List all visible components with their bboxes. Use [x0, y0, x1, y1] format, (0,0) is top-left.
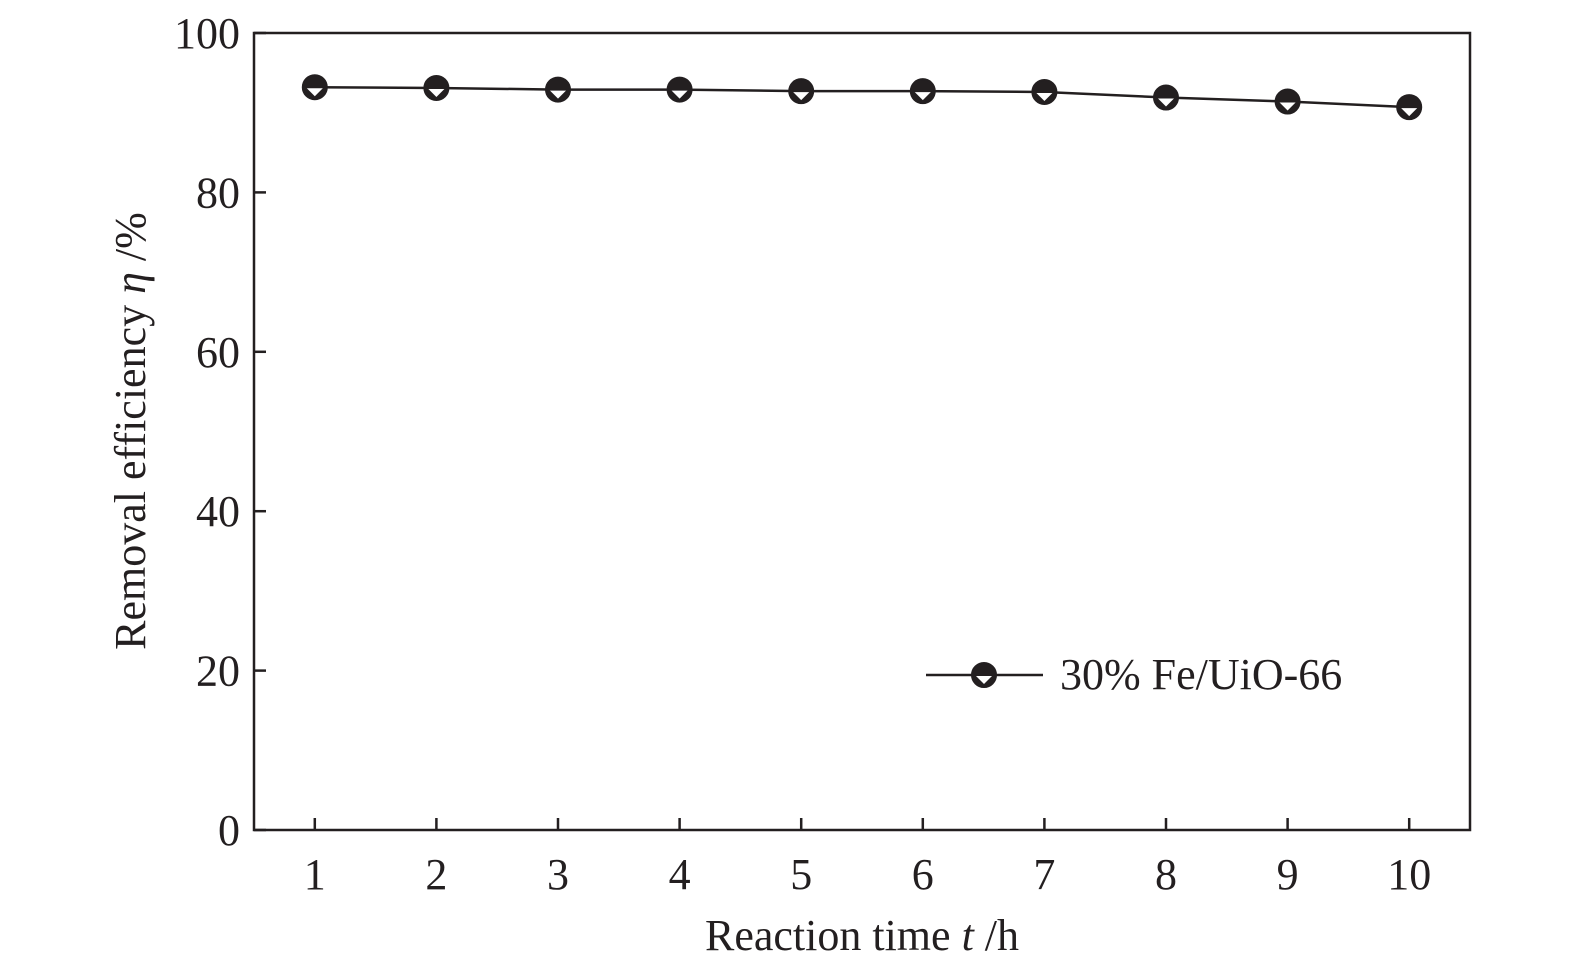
x-tick-label: 3 — [547, 850, 569, 899]
legend: 30% Fe/UiO-66 — [926, 650, 1342, 699]
data-point — [909, 78, 936, 105]
y-tick-label: 40 — [196, 487, 240, 536]
data-point — [1274, 88, 1301, 115]
x-axis-label: Reaction time t /h — [705, 911, 1019, 960]
y-tick-label: 0 — [218, 806, 240, 855]
data-point — [788, 78, 815, 105]
x-tick-label: 7 — [1033, 850, 1055, 899]
x-tick-label: 1 — [304, 850, 326, 899]
x-tick-label: 10 — [1387, 850, 1431, 899]
y-tick-label: 20 — [196, 647, 240, 696]
x-tick-label: 5 — [790, 850, 812, 899]
legend-marker-symbol — [971, 662, 997, 688]
y-tick-label: 100 — [174, 9, 240, 58]
plot-frame — [252, 31, 1472, 832]
y-tick-label: 80 — [196, 168, 240, 217]
x-tick-label: 2 — [425, 850, 447, 899]
x-axis-ticks: 1 2 3 4 5 6 7 8 9 10 — [304, 818, 1431, 899]
data-point — [1153, 84, 1179, 111]
x-tick-label: 8 — [1155, 850, 1177, 899]
data-point — [423, 74, 450, 101]
y-axis-ticks: 0 20 40 60 80 100 — [174, 9, 266, 855]
data-point — [1396, 94, 1423, 121]
x-tick-label: 9 — [1277, 850, 1299, 899]
data-point — [1031, 78, 1058, 105]
data-point — [545, 76, 571, 103]
y-axis-label: Removal efficiency η /% — [106, 212, 155, 650]
x-tick-label: 4 — [669, 850, 691, 899]
legend-label: 30% Fe/UiO-66 — [1060, 650, 1342, 699]
data-point — [666, 76, 693, 103]
x-tick-label: 6 — [912, 850, 934, 899]
series-line — [314, 85, 1410, 109]
series-layer — [301, 74, 1423, 121]
legend-marker — [971, 662, 997, 688]
data-point — [301, 74, 328, 101]
y-tick-label: 60 — [196, 328, 240, 377]
